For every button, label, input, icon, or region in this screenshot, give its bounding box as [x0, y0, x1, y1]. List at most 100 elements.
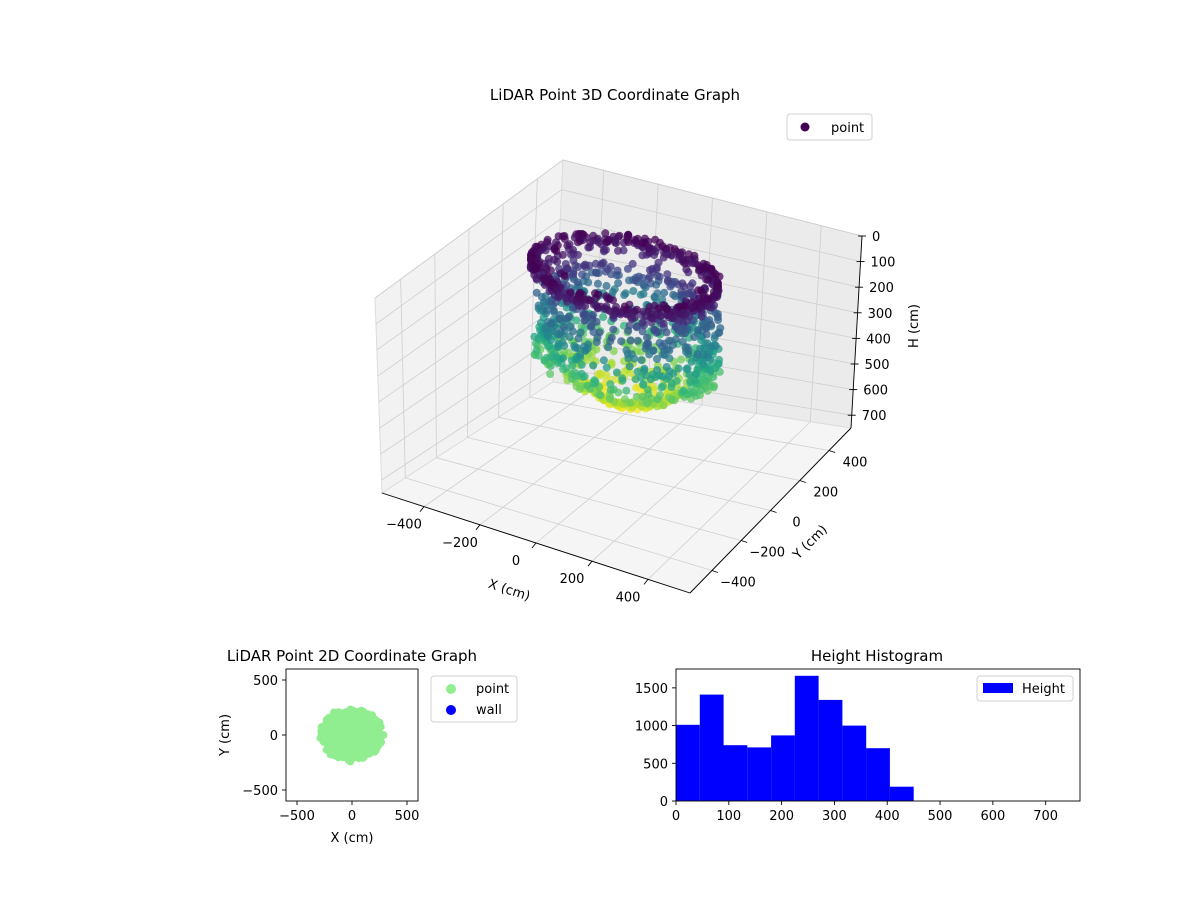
grid-z-back: [562, 159, 863, 237]
point-3d: [542, 306, 551, 315]
point-3d: [644, 339, 653, 348]
legend-2d-label-point: point: [476, 682, 509, 697]
y-tick-3d: [770, 510, 777, 513]
point-3d: [639, 380, 648, 389]
point-2d: [329, 750, 338, 759]
point-2d: [338, 732, 347, 741]
point-3d: [680, 282, 689, 291]
point-2d: [369, 725, 378, 734]
x-tick-label-histogram: 500: [928, 809, 953, 824]
point-3d: [639, 289, 648, 298]
legend-3d: point: [786, 113, 873, 141]
point-3d: [637, 356, 646, 365]
point-3d: [677, 355, 686, 364]
point-3d: [626, 336, 635, 345]
z-tick-label-3d: 200: [869, 281, 894, 296]
y-tick-label-histogram: 1000: [635, 720, 668, 735]
point-2d: [327, 736, 336, 745]
y-tick-3d: [741, 540, 748, 543]
point-3d: [603, 265, 612, 274]
grid-y-floor: [436, 457, 742, 541]
histogram-bar: [794, 675, 819, 801]
point-3d: [694, 286, 703, 295]
y-ticks-2d: −500 0 500: [242, 674, 286, 799]
point-3d: [637, 373, 646, 382]
point-3d: [687, 304, 696, 312]
y-tick-3d: [828, 450, 836, 453]
point-3d: [624, 326, 633, 335]
point-3d: [675, 309, 684, 317]
point-3d: [606, 380, 615, 389]
legend-histogram-label: Height: [1022, 682, 1065, 697]
point-3d: [532, 275, 541, 284]
y-tick-label-2d: −500: [242, 784, 278, 799]
point-3d: [643, 399, 652, 408]
point-2d: [322, 716, 331, 724]
y-tick-label-3d: 0: [792, 516, 800, 531]
point-2d: [342, 740, 351, 749]
z-axis-label-3d: H (cm): [907, 304, 922, 348]
point-2d: [343, 709, 352, 718]
point-2d: [353, 742, 362, 751]
point-3d: [613, 266, 622, 275]
point-3d: [680, 259, 689, 268]
grid-x-back: [647, 184, 659, 397]
point-3d: [630, 354, 639, 363]
point-3d: [603, 305, 612, 314]
y-tick-3d: [711, 570, 719, 573]
grid-z-left: [381, 366, 554, 481]
point-2d: [333, 744, 342, 753]
point-3d: [665, 372, 673, 381]
point-3d: [675, 316, 684, 325]
legend-histogram: Height: [976, 675, 1074, 702]
point-3d: [695, 265, 704, 274]
point-3d: [658, 242, 667, 251]
point-3d: [617, 337, 626, 346]
point-3d: [568, 327, 577, 336]
point-3d: [645, 272, 654, 281]
point-3d: [620, 367, 629, 376]
point-3d: [592, 301, 601, 310]
point-3d: [594, 290, 603, 299]
grid-z-left: [378, 278, 558, 403]
point-2d: [337, 713, 346, 722]
point-3d: [653, 366, 662, 375]
point-3d: [580, 261, 589, 270]
x-tick-3d: [531, 542, 537, 549]
point-3d: [626, 398, 635, 407]
point-3d: [568, 370, 577, 379]
point-2d: [375, 718, 384, 727]
x-tick-label-2d: 500: [395, 809, 420, 824]
point-3d: [568, 270, 577, 279]
y-axis-label-2d: Y (cm): [218, 714, 233, 757]
point-3d: [593, 279, 602, 288]
point-3d: [649, 385, 658, 394]
point-3d: [682, 317, 691, 326]
point-3d: [667, 383, 676, 392]
x-tick-label-3d: −200: [442, 536, 478, 551]
point-3d: [686, 377, 695, 386]
point-3d: [645, 244, 654, 253]
z-tick-label-3d: 100: [871, 256, 896, 271]
point-3d: [653, 395, 662, 404]
grid-y-left: [400, 279, 406, 478]
y-tick-label-3d: −200: [749, 546, 785, 561]
point-3d: [671, 322, 680, 331]
point-3d: [701, 376, 710, 385]
histogram-title: Height Histogram: [811, 647, 943, 665]
x-tick-label-histogram: 200: [769, 809, 794, 824]
point-3d: [536, 318, 545, 327]
point-3d: [604, 343, 613, 352]
point-3d: [546, 370, 555, 378]
point-3d: [623, 264, 632, 273]
x-tick-3d: [475, 524, 481, 531]
x-tick-label-3d: 0: [512, 554, 520, 569]
point-3d: [679, 386, 688, 395]
point-3d: [588, 314, 597, 323]
point-3d: [549, 306, 558, 315]
point-3d: [547, 319, 555, 328]
point-3d: [638, 318, 647, 327]
point-3d: [630, 307, 639, 315]
x-ticks-2d: −500 0 500: [279, 801, 419, 824]
y-ticks-histogram: 0 500 1000 1500: [635, 682, 676, 810]
